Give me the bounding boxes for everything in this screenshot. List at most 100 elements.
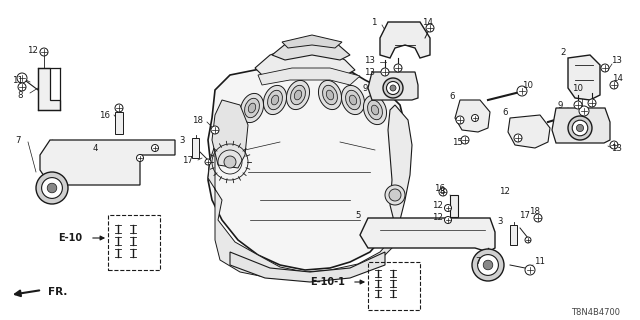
Text: 7: 7 bbox=[15, 135, 20, 145]
Polygon shape bbox=[380, 22, 430, 58]
Ellipse shape bbox=[367, 100, 383, 120]
Circle shape bbox=[389, 189, 401, 201]
Polygon shape bbox=[388, 105, 412, 225]
Circle shape bbox=[579, 106, 589, 116]
Polygon shape bbox=[258, 68, 360, 85]
Ellipse shape bbox=[287, 80, 310, 109]
Text: 8: 8 bbox=[17, 91, 23, 100]
Circle shape bbox=[610, 81, 618, 89]
Text: 14: 14 bbox=[422, 18, 433, 27]
Text: E-10: E-10 bbox=[58, 233, 82, 243]
Circle shape bbox=[115, 104, 123, 112]
Text: 13: 13 bbox=[611, 55, 623, 65]
Text: E-10-1: E-10-1 bbox=[310, 277, 345, 287]
Ellipse shape bbox=[264, 85, 287, 115]
Polygon shape bbox=[368, 72, 418, 100]
Text: 18: 18 bbox=[529, 207, 541, 217]
Polygon shape bbox=[455, 100, 490, 132]
Text: 11: 11 bbox=[534, 258, 545, 267]
Text: 17: 17 bbox=[182, 156, 193, 164]
Polygon shape bbox=[272, 38, 350, 60]
Text: 13: 13 bbox=[365, 68, 376, 76]
Text: 12: 12 bbox=[499, 188, 511, 196]
Text: 3: 3 bbox=[497, 218, 503, 227]
Ellipse shape bbox=[319, 80, 342, 109]
Ellipse shape bbox=[323, 85, 337, 105]
Circle shape bbox=[461, 136, 469, 144]
Text: 10: 10 bbox=[522, 81, 534, 90]
Polygon shape bbox=[568, 55, 600, 100]
Polygon shape bbox=[208, 60, 410, 270]
Text: 16: 16 bbox=[435, 183, 445, 193]
Circle shape bbox=[445, 217, 451, 223]
Polygon shape bbox=[282, 35, 342, 48]
Circle shape bbox=[445, 204, 451, 212]
Polygon shape bbox=[508, 115, 550, 148]
Ellipse shape bbox=[349, 95, 356, 105]
Circle shape bbox=[40, 48, 48, 56]
Polygon shape bbox=[40, 140, 175, 185]
Ellipse shape bbox=[371, 105, 379, 115]
Circle shape bbox=[383, 78, 403, 98]
Text: 3: 3 bbox=[179, 135, 185, 145]
Circle shape bbox=[17, 73, 27, 83]
Circle shape bbox=[577, 124, 584, 132]
Polygon shape bbox=[230, 252, 385, 282]
Circle shape bbox=[47, 183, 57, 193]
Ellipse shape bbox=[326, 90, 333, 100]
Ellipse shape bbox=[248, 103, 256, 113]
Circle shape bbox=[534, 214, 542, 222]
Circle shape bbox=[42, 178, 63, 198]
Ellipse shape bbox=[364, 95, 387, 124]
Polygon shape bbox=[208, 145, 400, 280]
Circle shape bbox=[514, 134, 522, 142]
Bar bbox=[450, 195, 458, 217]
Ellipse shape bbox=[342, 85, 365, 115]
Text: T8N4B4700: T8N4B4700 bbox=[571, 308, 620, 317]
Text: 5: 5 bbox=[355, 211, 361, 220]
Bar bbox=[510, 225, 517, 245]
Ellipse shape bbox=[268, 90, 282, 110]
Text: FR.: FR. bbox=[48, 287, 67, 297]
Circle shape bbox=[385, 185, 405, 205]
Circle shape bbox=[610, 141, 618, 149]
Bar bbox=[368, 262, 420, 310]
Circle shape bbox=[517, 86, 527, 96]
Text: 6: 6 bbox=[449, 92, 455, 100]
Circle shape bbox=[588, 99, 596, 107]
Circle shape bbox=[568, 116, 592, 140]
Circle shape bbox=[439, 188, 447, 196]
Text: 4: 4 bbox=[92, 143, 98, 153]
Text: 13: 13 bbox=[365, 55, 376, 65]
Circle shape bbox=[483, 260, 493, 270]
Polygon shape bbox=[38, 68, 60, 110]
Ellipse shape bbox=[294, 90, 301, 100]
Bar bbox=[115, 112, 123, 134]
Text: 18: 18 bbox=[193, 116, 204, 124]
Text: 1: 1 bbox=[371, 18, 377, 27]
Text: 17: 17 bbox=[520, 211, 531, 220]
Text: 6: 6 bbox=[502, 108, 508, 116]
Text: 14: 14 bbox=[612, 74, 623, 83]
Text: 2: 2 bbox=[560, 47, 566, 57]
Text: 12: 12 bbox=[28, 45, 38, 54]
Text: 13: 13 bbox=[611, 143, 623, 153]
Circle shape bbox=[394, 64, 402, 72]
Circle shape bbox=[456, 116, 464, 124]
Ellipse shape bbox=[271, 95, 278, 105]
Circle shape bbox=[601, 64, 609, 72]
Circle shape bbox=[574, 101, 582, 109]
Circle shape bbox=[390, 85, 396, 91]
Circle shape bbox=[152, 145, 159, 151]
Polygon shape bbox=[552, 108, 610, 143]
Text: 7: 7 bbox=[476, 258, 481, 267]
Bar bbox=[108, 215, 160, 270]
Polygon shape bbox=[212, 100, 248, 168]
Circle shape bbox=[525, 237, 531, 243]
Polygon shape bbox=[255, 48, 355, 78]
Text: 9: 9 bbox=[557, 100, 563, 109]
Circle shape bbox=[472, 249, 504, 281]
Circle shape bbox=[136, 155, 143, 162]
Circle shape bbox=[18, 83, 26, 91]
Polygon shape bbox=[360, 218, 495, 252]
